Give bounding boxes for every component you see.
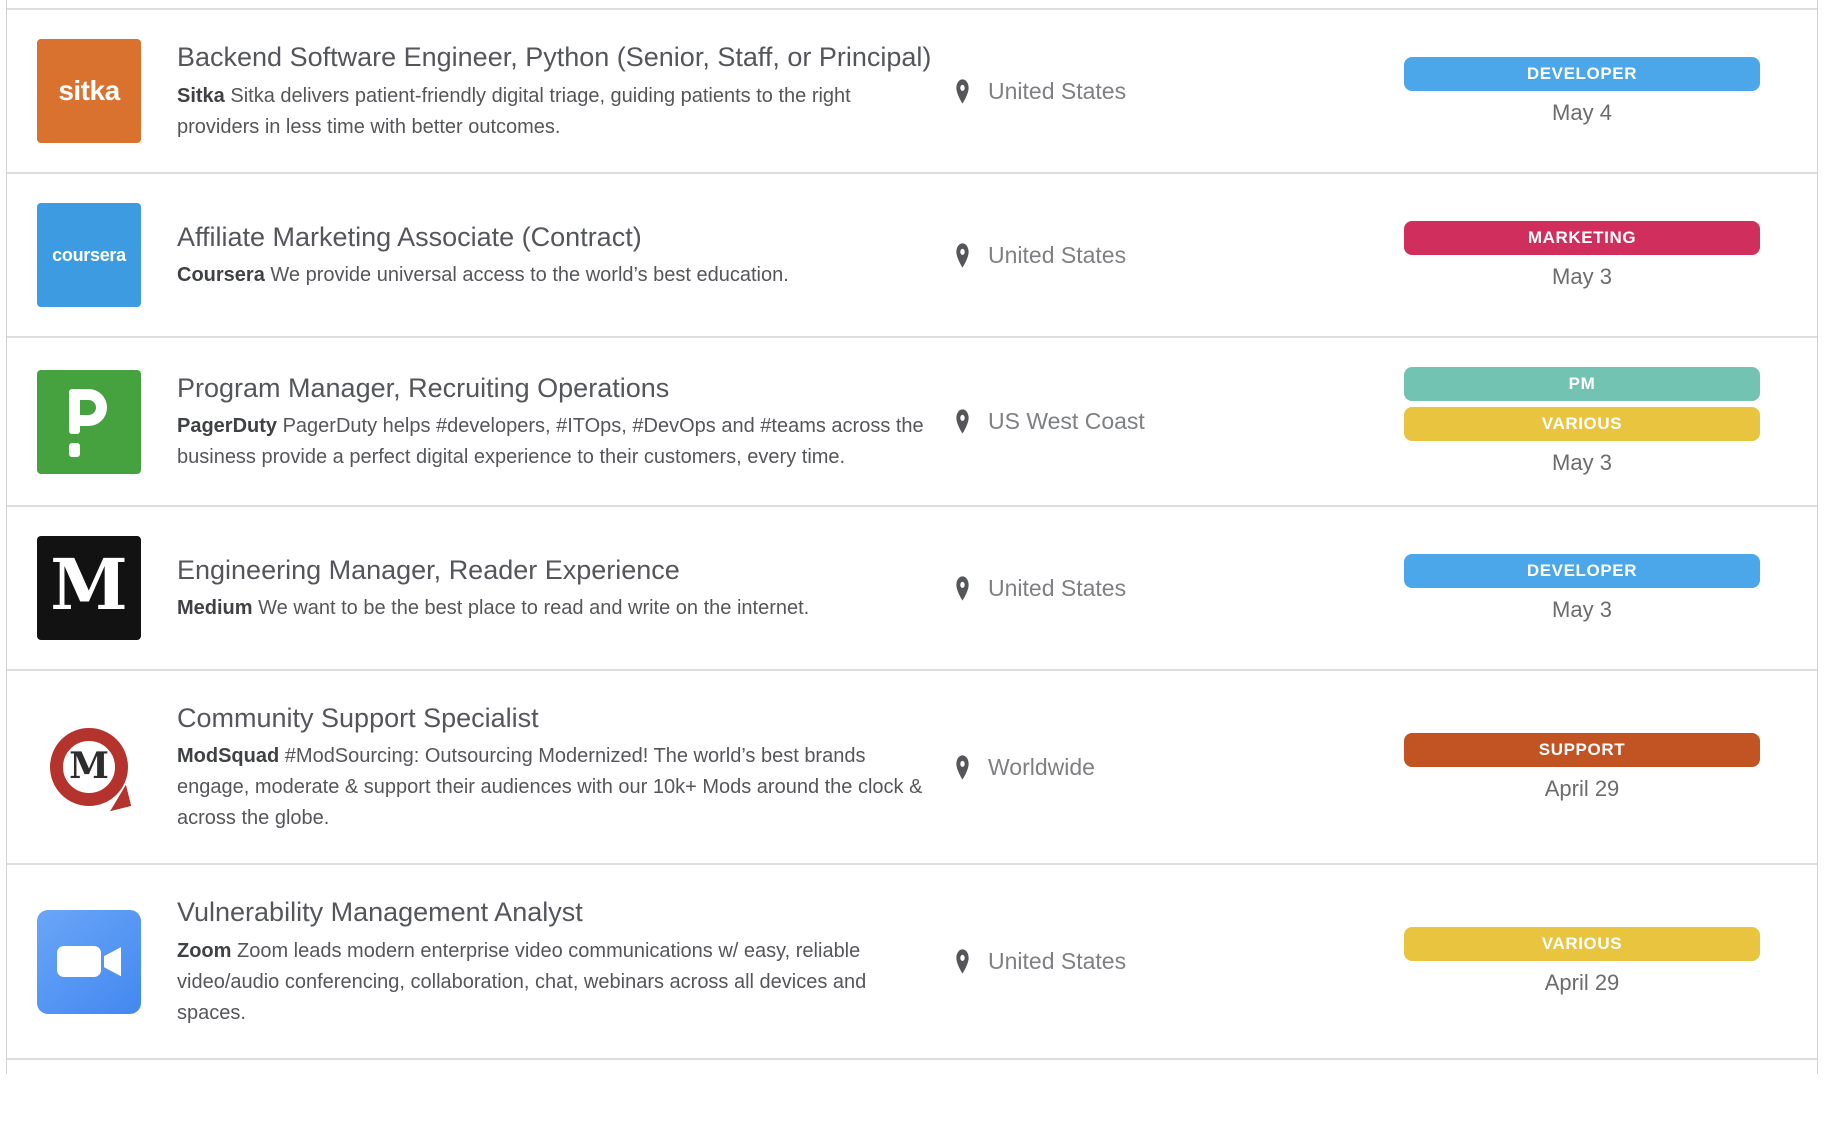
job-location: United States bbox=[952, 947, 1392, 976]
job-location-text: United States bbox=[988, 241, 1127, 268]
company-logo[interactable] bbox=[37, 369, 141, 474]
location-pin-icon bbox=[956, 575, 969, 601]
posted-date: May 4 bbox=[1552, 99, 1612, 125]
posted-date: May 3 bbox=[1552, 263, 1612, 289]
badge-list: PM VARIOUS bbox=[1404, 367, 1760, 441]
company-logo[interactable]: coursera bbox=[37, 203, 141, 307]
company-logo[interactable] bbox=[37, 909, 141, 1014]
job-row[interactable]: Program Manager, Recruiting Operations P… bbox=[7, 336, 1817, 505]
pagerduty-p-icon bbox=[69, 442, 80, 457]
category-badge[interactable]: PM bbox=[1404, 367, 1760, 401]
job-location: US West Coast bbox=[952, 407, 1392, 436]
location-pin-icon bbox=[956, 409, 969, 434]
location-pin-icon bbox=[956, 78, 969, 104]
company-name: Medium bbox=[177, 597, 253, 620]
medium-m-icon: M bbox=[50, 543, 128, 626]
job-description: PagerDuty PagerDuty helps #developers, #… bbox=[177, 411, 935, 473]
job-title[interactable]: Engineering Manager, Reader Experience bbox=[177, 554, 680, 585]
job-location: Worldwide bbox=[952, 753, 1392, 782]
location-pin-icon bbox=[956, 949, 969, 974]
company-logo[interactable]: M bbox=[37, 536, 141, 640]
job-location: United States bbox=[952, 77, 1392, 106]
company-name: Coursera bbox=[177, 264, 265, 287]
badge-list: SUPPORT bbox=[1404, 732, 1760, 767]
company-name: PagerDuty bbox=[177, 415, 278, 438]
category-badge[interactable]: DEVELOPER bbox=[1404, 56, 1760, 91]
job-meta: SUPPORT April 29 bbox=[1404, 732, 1760, 802]
job-description-text: We provide universal access to the world… bbox=[270, 264, 789, 287]
company-name: ModSquad bbox=[177, 745, 280, 768]
job-row[interactable]: M Engineering Manager, Reader Experience… bbox=[7, 505, 1817, 669]
job-description: Medium We want to be the best place to r… bbox=[177, 593, 935, 624]
job-title[interactable]: Backend Software Engineer, Python (Senio… bbox=[177, 42, 932, 73]
job-description: ModSquad #ModSourcing: Outsourcing Moder… bbox=[177, 741, 935, 834]
job-location-text: US West Coast bbox=[988, 408, 1145, 434]
job-board: sitka Backend Software Engineer, Python … bbox=[6, 0, 1818, 1074]
job-description: Coursera We provide universal access to … bbox=[177, 260, 935, 291]
job-meta: VARIOUS April 29 bbox=[1404, 927, 1760, 996]
job-meta: PM VARIOUS May 3 bbox=[1404, 367, 1760, 476]
job-row[interactable]: coursera Affiliate Marketing Associate (… bbox=[7, 172, 1817, 336]
category-badge[interactable]: SUPPORT bbox=[1404, 732, 1760, 767]
job-meta: MARKETING May 3 bbox=[1404, 220, 1760, 290]
badge-list: DEVELOPER bbox=[1404, 56, 1760, 91]
job-description-text: Zoom leads modern enterprise video commu… bbox=[177, 939, 867, 1024]
company-logo-text: coursera bbox=[52, 244, 126, 265]
job-meta: DEVELOPER May 4 bbox=[1404, 56, 1760, 126]
company-name: Sitka bbox=[177, 84, 225, 107]
video-camera-icon bbox=[57, 946, 121, 978]
speech-bubble-icon: M bbox=[50, 728, 128, 807]
job-text-block: Affiliate Marketing Associate (Contract)… bbox=[177, 219, 935, 291]
badge-list: DEVELOPER bbox=[1404, 553, 1760, 588]
previous-row-edge bbox=[7, 0, 1817, 8]
job-location-text: Worldwide bbox=[988, 753, 1095, 780]
badge-list: MARKETING bbox=[1404, 220, 1760, 255]
job-description-text: #ModSourcing: Outsourcing Modernized! Th… bbox=[177, 745, 923, 830]
category-badge[interactable]: VARIOUS bbox=[1404, 927, 1760, 962]
job-text-block: Backend Software Engineer, Python (Senio… bbox=[177, 39, 935, 142]
job-description: Sitka Sitka delivers patient-friendly di… bbox=[177, 81, 935, 143]
job-description-text: Sitka delivers patient-friendly digital … bbox=[177, 84, 851, 138]
posted-date: May 3 bbox=[1552, 450, 1612, 475]
job-row[interactable]: M Community Support Specialist ModSquad … bbox=[7, 669, 1817, 864]
pagerduty-p-icon bbox=[69, 388, 107, 426]
badge-list: VARIOUS bbox=[1404, 927, 1760, 962]
category-badge[interactable]: DEVELOPER bbox=[1404, 553, 1760, 588]
job-meta: DEVELOPER May 3 bbox=[1404, 553, 1760, 623]
category-badge[interactable]: MARKETING bbox=[1404, 220, 1760, 255]
job-description: Zoom Zoom leads modern enterprise video … bbox=[177, 936, 935, 1029]
posted-date: April 29 bbox=[1544, 775, 1620, 801]
posted-date: May 3 bbox=[1552, 596, 1612, 622]
job-title[interactable]: Program Manager, Recruiting Operations bbox=[177, 372, 670, 403]
posted-date: April 29 bbox=[1544, 970, 1620, 996]
video-camera-body bbox=[57, 946, 101, 978]
job-title[interactable]: Affiliate Marketing Associate (Contract) bbox=[177, 221, 642, 252]
job-description-text: PagerDuty helps #developers, #ITOps, #De… bbox=[177, 415, 924, 469]
job-description-text: We want to be the best place to read and… bbox=[258, 597, 810, 620]
company-logo[interactable]: M bbox=[37, 715, 141, 820]
company-logo-text: sitka bbox=[58, 75, 120, 106]
job-location-text: United States bbox=[988, 574, 1127, 601]
company-logo[interactable]: sitka bbox=[37, 39, 141, 143]
job-location-text: United States bbox=[988, 77, 1127, 104]
job-location: United States bbox=[952, 574, 1392, 603]
job-text-block: Community Support Specialist ModSquad #M… bbox=[177, 700, 935, 834]
job-title[interactable]: Community Support Specialist bbox=[177, 703, 539, 733]
job-title[interactable]: Vulnerability Management Analyst bbox=[177, 897, 583, 928]
company-name: Zoom bbox=[177, 939, 232, 962]
modsquad-m-icon: M bbox=[69, 745, 109, 788]
job-row[interactable]: Vulnerability Management Analyst Zoom Zo… bbox=[7, 863, 1817, 1058]
job-row[interactable]: sitka Backend Software Engineer, Python … bbox=[7, 8, 1817, 172]
job-text-block: Program Manager, Recruiting Operations P… bbox=[177, 370, 935, 473]
job-location-text: United States bbox=[988, 948, 1127, 975]
location-pin-icon bbox=[956, 755, 969, 780]
job-text-block: Vulnerability Management Analyst Zoom Zo… bbox=[177, 894, 935, 1028]
job-location: United States bbox=[952, 241, 1392, 270]
next-row-edge bbox=[7, 1057, 1817, 1074]
category-badge[interactable]: VARIOUS bbox=[1404, 407, 1760, 441]
location-pin-icon bbox=[956, 242, 969, 268]
job-text-block: Engineering Manager, Reader Experience M… bbox=[177, 552, 935, 624]
video-camera-lens bbox=[104, 947, 121, 977]
